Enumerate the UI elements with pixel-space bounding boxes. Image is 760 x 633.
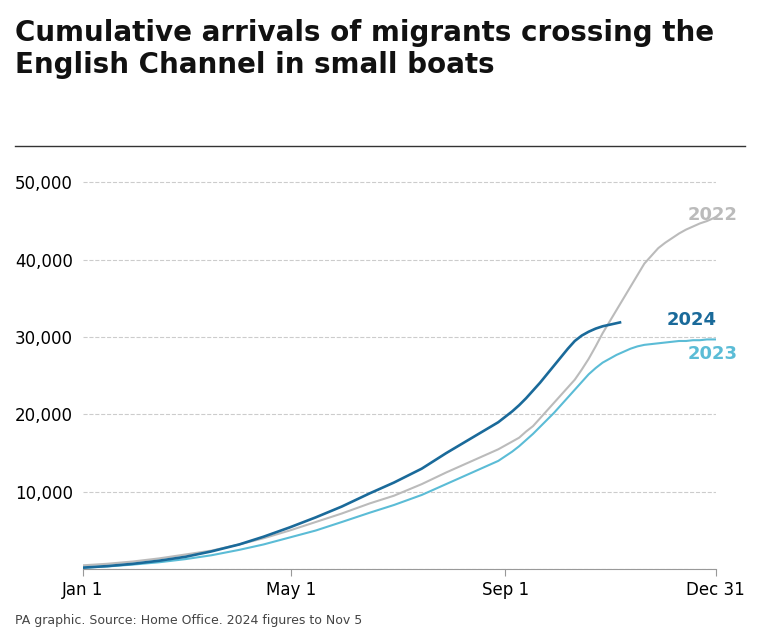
Text: 2023: 2023 [688,345,738,363]
Text: Cumulative arrivals of migrants crossing the
English Channel in small boats: Cumulative arrivals of migrants crossing… [15,19,714,79]
Text: 2024: 2024 [667,311,717,329]
Text: PA graphic. Source: Home Office. 2024 figures to Nov 5: PA graphic. Source: Home Office. 2024 fi… [15,613,363,627]
Text: 2022: 2022 [688,206,738,224]
